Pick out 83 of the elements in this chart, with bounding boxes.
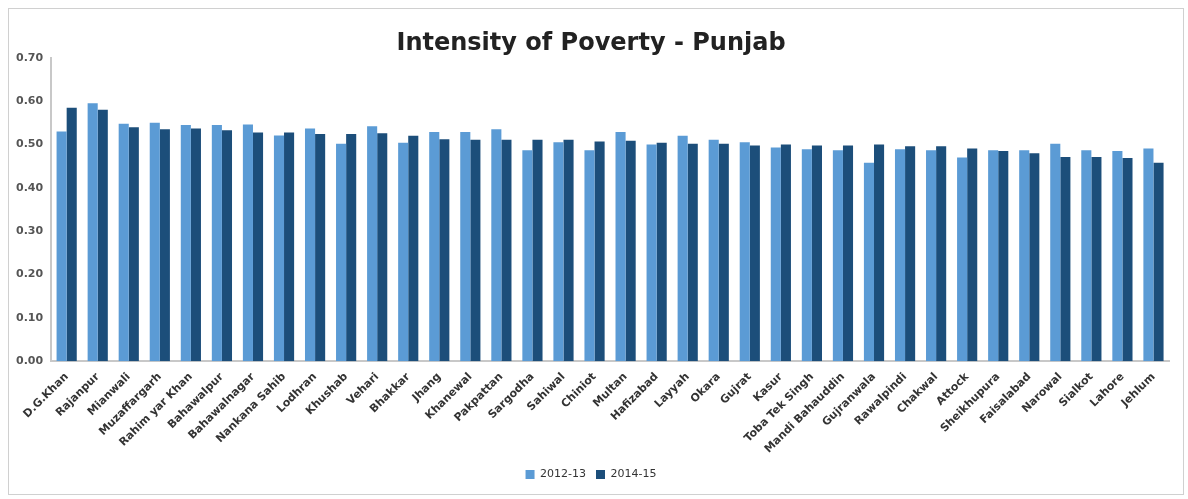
bar — [398, 142, 409, 362]
bar — [149, 122, 160, 362]
y-tick-label: 0.70 — [16, 50, 44, 64]
bar — [242, 124, 253, 362]
bar — [801, 149, 812, 362]
bar — [677, 135, 688, 362]
bar — [749, 145, 760, 362]
bar — [739, 142, 750, 362]
bar — [708, 139, 719, 362]
bar — [460, 131, 471, 362]
bar — [429, 131, 440, 362]
y-tick-label: 0.50 — [16, 137, 44, 151]
bar — [811, 145, 822, 362]
bar — [832, 150, 843, 362]
bar — [128, 127, 139, 362]
bar — [532, 139, 543, 362]
bar — [553, 142, 564, 362]
bar — [594, 141, 605, 362]
bar — [718, 143, 729, 362]
bar — [1019, 150, 1030, 362]
bar — [159, 129, 170, 362]
bar — [470, 139, 481, 362]
bar — [563, 139, 574, 362]
bar — [97, 109, 108, 362]
y-tick-label: 0.40 — [16, 180, 44, 194]
bar — [1122, 157, 1133, 362]
legend-label: 2012-13 — [540, 467, 587, 481]
y-tick-label: 0.00 — [16, 354, 44, 368]
bar — [780, 144, 791, 362]
y-tick-label: 0.10 — [16, 310, 44, 324]
bar — [377, 133, 388, 362]
bar — [56, 131, 67, 362]
bar — [408, 135, 419, 362]
bar — [967, 148, 978, 362]
bar — [615, 131, 626, 362]
bar — [118, 123, 129, 362]
y-tick-label: 0.20 — [16, 267, 44, 281]
y-tick-label: 0.60 — [16, 94, 44, 108]
bar — [439, 139, 450, 362]
bar — [315, 134, 326, 362]
bar — [87, 103, 98, 362]
bar — [221, 130, 233, 362]
bar — [863, 162, 875, 362]
bar — [656, 142, 667, 362]
bar — [491, 129, 502, 362]
bar — [905, 146, 916, 362]
bar — [1153, 162, 1164, 362]
bar — [926, 150, 937, 362]
bar — [988, 150, 999, 362]
bar — [1143, 148, 1154, 362]
bar — [336, 143, 347, 362]
legend-label: 2014-15 — [610, 467, 657, 481]
bar — [66, 107, 77, 362]
bar — [770, 147, 781, 362]
bar — [211, 125, 222, 362]
bar — [646, 144, 657, 362]
bar — [252, 132, 264, 362]
bar — [687, 143, 698, 362]
bar — [957, 157, 968, 362]
bar — [1060, 157, 1071, 362]
bar — [1029, 153, 1040, 362]
bar — [180, 125, 191, 362]
bar — [874, 144, 885, 362]
bar — [894, 149, 906, 362]
bar — [936, 146, 947, 362]
bar — [1091, 157, 1102, 362]
bar — [998, 151, 1009, 362]
bar — [1112, 151, 1123, 362]
bar — [501, 139, 512, 362]
bar — [1050, 143, 1061, 362]
bar — [522, 150, 533, 362]
bar — [584, 150, 595, 362]
bar — [190, 128, 201, 362]
y-tick-label: 0.30 — [16, 224, 44, 238]
bar — [284, 132, 295, 362]
bar — [842, 145, 854, 362]
bar — [346, 134, 357, 362]
bar — [625, 140, 636, 362]
bar — [367, 126, 378, 362]
bar — [304, 128, 316, 362]
chart-title: Intensity of Poverty - Punjab — [396, 27, 786, 56]
bar — [1081, 150, 1092, 362]
bar — [273, 135, 285, 362]
